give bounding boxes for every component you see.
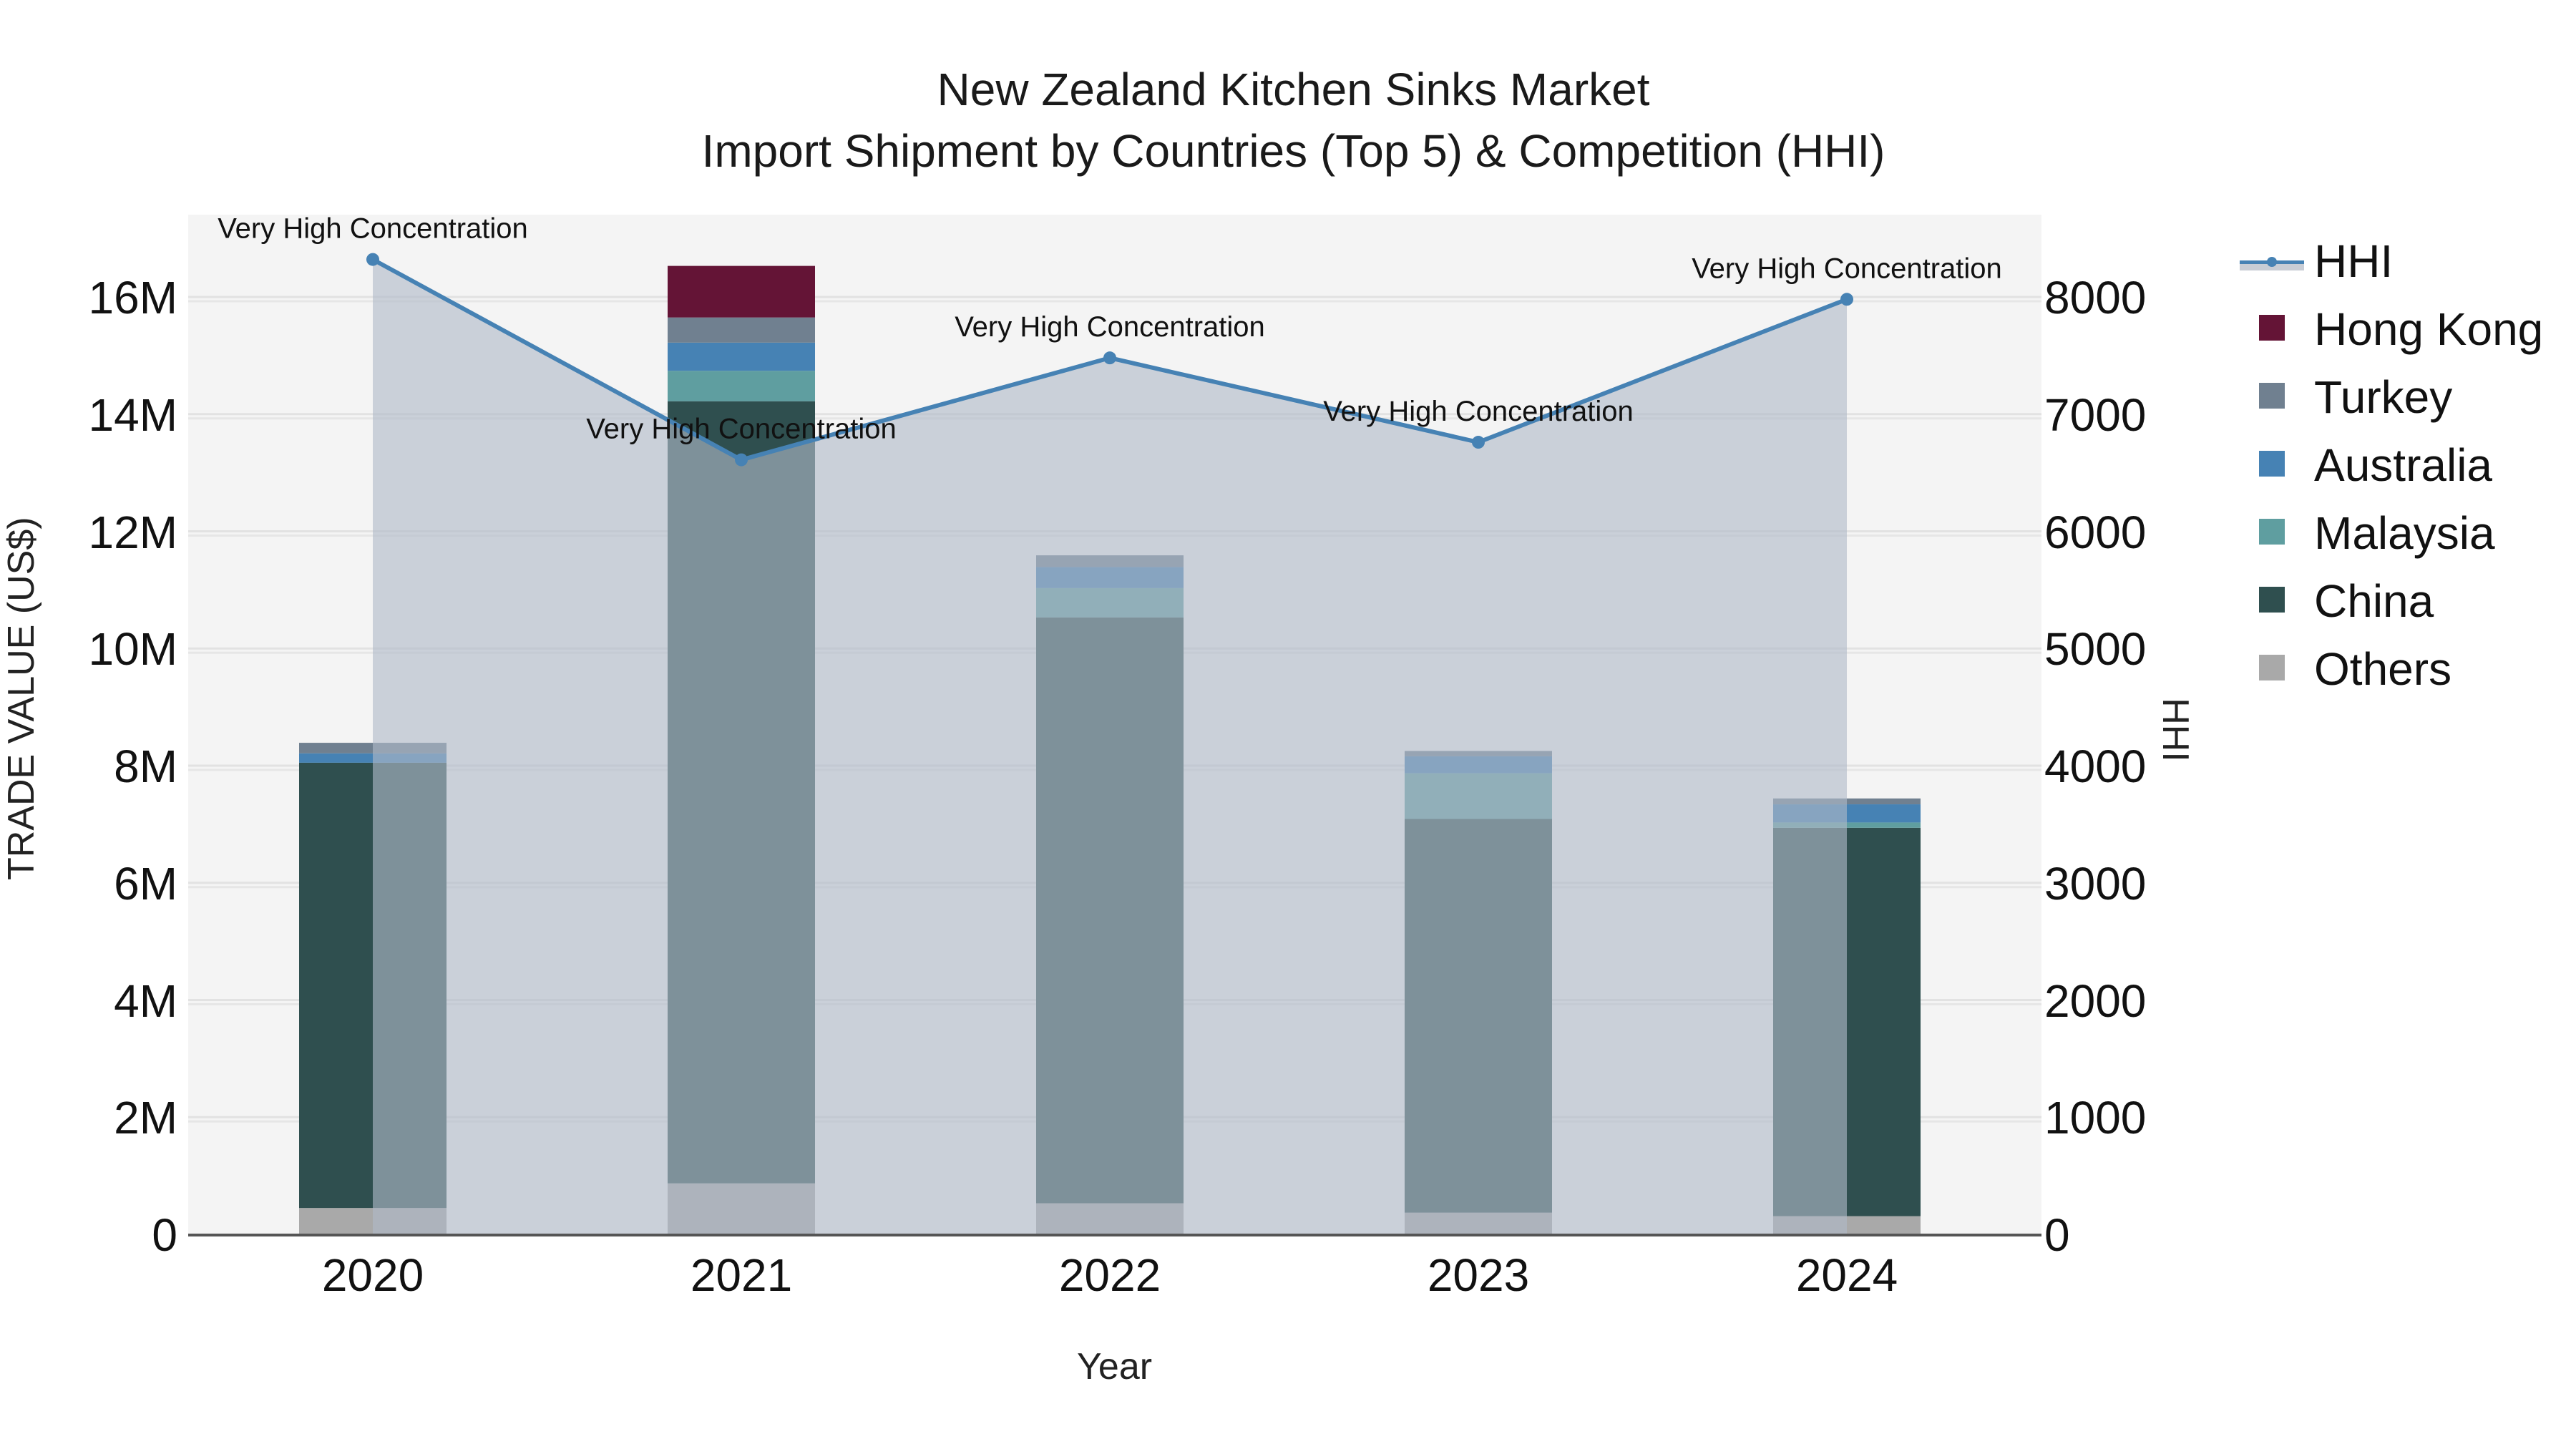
legend-item-turkey[interactable]: Turkey [2233,369,2576,433]
left-tick-label: 2M [114,1092,177,1144]
square-icon [2259,587,2285,613]
legend-item-hhi[interactable]: HHI [2233,233,2576,297]
left-tick-label: 0 [152,1209,177,1261]
square-icon [2259,519,2285,545]
right-tick-label: 4000 [2044,741,2147,792]
bar-segment[interactable] [668,317,815,343]
right-tick-label: 7000 [2044,389,2147,441]
x-tick-label: 2023 [1427,1249,1530,1301]
hhi-marker[interactable] [1103,351,1116,365]
svg-text:Very High Concentration: Very High Concentration [1323,396,1634,427]
hhi-marker[interactable] [1840,293,1853,306]
left-tick-label: 4M [114,975,177,1027]
right-tick-label: 2000 [2044,975,2147,1027]
right-tick-label: 1000 [2044,1092,2147,1144]
left-tick-label: 8M [114,741,177,792]
square-icon [2259,315,2285,341]
svg-text:Very High Concentration: Very High Concentration [218,213,528,245]
left-tick-label: 6M [114,857,177,909]
left-tick-label: 12M [88,506,178,558]
hhi-marker[interactable] [366,253,379,266]
left-tick-label: 16M [88,272,178,323]
legend-item-australia[interactable]: Australia [2233,436,2576,501]
bar-segment[interactable] [668,265,815,318]
hhi-line[interactable] [366,253,1853,1235]
legend-item-others[interactable]: Others [2233,640,2576,705]
hhi-marker[interactable] [1472,436,1485,449]
right-axis-title: HHI [2154,698,2196,762]
x-tick-label: 2021 [690,1249,793,1301]
right-tick-label: 6000 [2044,506,2147,558]
bar-segment[interactable] [668,342,815,371]
legend-item-china[interactable]: China [2233,572,2576,637]
hhi-marker[interactable] [735,453,748,467]
x-tick-label: 2024 [1795,1249,1898,1301]
left-tick-label: 10M [88,623,178,675]
svg-text:Very High Concentration: Very High Concentration [955,311,1265,343]
line-marker-icon [2240,257,2304,270]
legend-item-hong-kong[interactable]: Hong Kong [2233,301,2576,365]
bar-segment[interactable] [668,371,815,401]
chart-title: New Zealand Kitchen Sinks Market [937,64,1650,115]
square-icon [2259,383,2285,409]
svg-text:Very High Concentration: Very High Concentration [1692,253,2002,284]
right-tick-label: 0 [2044,1209,2070,1261]
square-icon [2259,451,2285,477]
left-tick-label: 14M [88,389,178,441]
chart-subtitle: Import Shipment by Countries (Top 5) & C… [701,125,1885,177]
annotations: Very High Concentration Very High Concent… [218,213,2002,445]
square-icon [2259,655,2285,680]
left-axis-title: TRADE VALUE (US$) [1,517,42,880]
x-tick-label: 2022 [1058,1249,1161,1301]
right-tick-label: 8000 [2044,272,2147,323]
svg-text:Very High Concentration: Very High Concentration [586,414,897,445]
right-tick-label: 3000 [2044,857,2147,909]
x-tick-label: 2020 [321,1249,424,1301]
right-tick-label: 5000 [2044,623,2147,675]
legend-item-malaysia[interactable]: Malaysia [2233,504,2576,569]
x-axis-title: Year [1077,1346,1153,1387]
